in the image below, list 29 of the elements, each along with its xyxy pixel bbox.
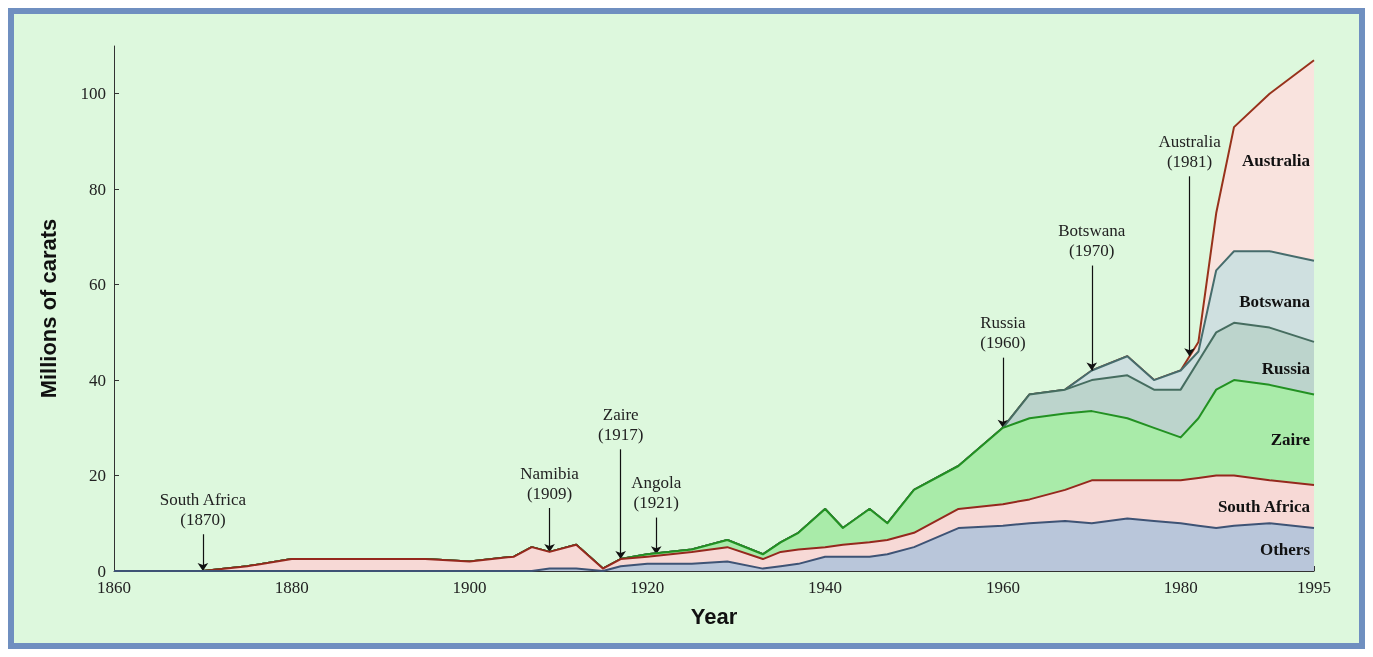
- x-tick-label: 1900: [452, 578, 487, 597]
- annotation: Botswana (1970): [1058, 221, 1126, 261]
- annotation: Angola (1921): [631, 473, 682, 513]
- series-label: Zaire: [1270, 430, 1311, 450]
- x-tick-label: 1880: [274, 578, 309, 597]
- y-tick-label: 20: [89, 466, 106, 486]
- y-tick-label: 60: [89, 275, 106, 295]
- x-axis-title: Year: [690, 603, 738, 629]
- series-label: South Africa: [1217, 497, 1311, 517]
- x-tick-label: 1940: [808, 578, 843, 597]
- x-tick-label: 1960: [985, 578, 1020, 597]
- x-tick-label: 1980: [1163, 578, 1198, 597]
- annotation: Namibia (1909): [520, 463, 580, 503]
- y-axis-title: Millions of carats: [35, 218, 61, 399]
- annotation: Australia (1981): [1158, 131, 1222, 171]
- series-label: Russia: [1261, 358, 1311, 378]
- series-label: Australia: [1242, 151, 1311, 171]
- y-tick-label: 40: [89, 370, 106, 390]
- annotation: Russia (1960): [980, 313, 1027, 353]
- x-tick-label: 1995: [1297, 578, 1331, 597]
- y-tick-label: 100: [80, 84, 106, 104]
- series-label: Botswana: [1239, 291, 1311, 311]
- x-tick-label: 1920: [630, 578, 665, 597]
- y-tick-label: 80: [89, 179, 106, 199]
- y-tick-label: 0: [97, 561, 106, 581]
- annotation: South Africa (1870): [159, 489, 247, 529]
- annotation: Zaire (1917): [598, 404, 644, 444]
- x-tick-label: 1860: [97, 578, 131, 597]
- series-label: Others: [1259, 540, 1311, 560]
